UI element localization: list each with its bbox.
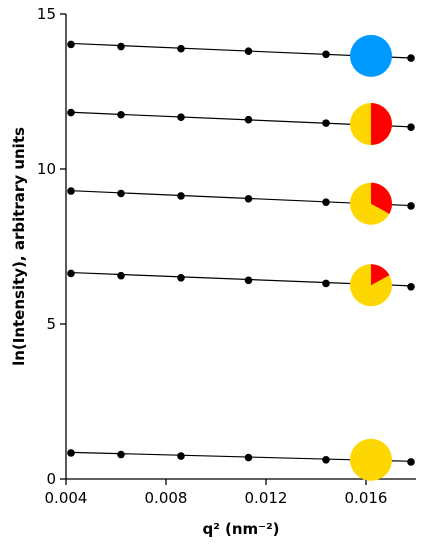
data-point bbox=[177, 113, 185, 122]
data-point bbox=[322, 119, 330, 127]
data-point bbox=[177, 44, 185, 53]
composition-marker-5 bbox=[350, 438, 392, 481]
y-tick-label: 10 bbox=[37, 160, 56, 178]
composition-marker-2 bbox=[350, 103, 393, 146]
data-point bbox=[322, 279, 330, 288]
data-point bbox=[322, 198, 330, 206]
marker-red-slice bbox=[371, 103, 393, 146]
composition-marker-1 bbox=[350, 34, 392, 77]
x-tick-label: 0.012 bbox=[245, 489, 288, 507]
data-point bbox=[117, 42, 125, 51]
data-point bbox=[117, 110, 125, 119]
data-point bbox=[244, 115, 253, 124]
data-point bbox=[407, 283, 415, 291]
data-point bbox=[407, 458, 415, 466]
data-point bbox=[177, 452, 185, 460]
x-ticks: 0.004 0.008 0.012 0.016 bbox=[45, 479, 388, 507]
data-point bbox=[67, 40, 75, 49]
data-point bbox=[322, 50, 330, 59]
data-point bbox=[67, 108, 75, 117]
composition-markers bbox=[350, 34, 393, 481]
data-point bbox=[244, 47, 253, 55]
marker-red-slice bbox=[371, 264, 390, 286]
data-point bbox=[67, 449, 75, 457]
fit-lines bbox=[70, 42, 412, 462]
marker-yellow-slice bbox=[350, 438, 392, 481]
axes bbox=[65, 14, 416, 480]
data-point bbox=[244, 276, 253, 285]
data-point bbox=[322, 455, 330, 464]
marker-blue-slice bbox=[350, 34, 392, 77]
y-tick-label: 5 bbox=[46, 315, 56, 333]
data-point bbox=[244, 194, 253, 203]
y-tick-label: 15 bbox=[37, 5, 56, 23]
composition-marker-4 bbox=[350, 264, 392, 307]
composition-marker-3 bbox=[350, 182, 392, 225]
data-point bbox=[117, 189, 125, 198]
data-point bbox=[67, 269, 75, 278]
y-axis-title: ln(Intensity), arbitrary units bbox=[10, 127, 28, 366]
data-points bbox=[67, 40, 415, 466]
x-tick-label: 0.016 bbox=[345, 489, 388, 507]
data-point bbox=[407, 54, 415, 62]
data-point bbox=[407, 202, 415, 210]
data-point bbox=[117, 450, 125, 459]
x-axis-title: q² (nm⁻²) bbox=[202, 520, 279, 538]
y-tick-label: 0 bbox=[46, 470, 56, 488]
data-point bbox=[67, 187, 75, 195]
data-point bbox=[177, 274, 185, 282]
data-point bbox=[117, 271, 125, 280]
x-tick-label: 0.004 bbox=[45, 489, 88, 507]
y-ticks: 0 5 10 15 bbox=[37, 5, 66, 488]
x-tick-label: 0.008 bbox=[145, 489, 188, 507]
marker-red-slice bbox=[371, 182, 392, 214]
data-point bbox=[177, 192, 185, 200]
data-point bbox=[407, 123, 415, 131]
data-point bbox=[244, 453, 253, 462]
